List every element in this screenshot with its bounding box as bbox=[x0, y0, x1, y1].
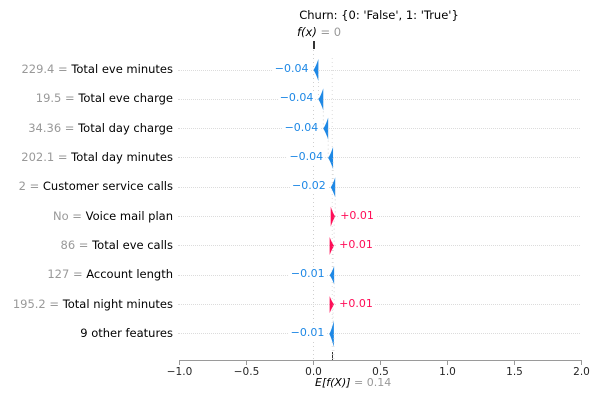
feature-name: Total day charge bbox=[78, 120, 173, 135]
expected-value-label: E[f(X)] bbox=[315, 376, 351, 389]
shap-arrow-negative bbox=[329, 266, 335, 285]
feature-label: 127 = Account length bbox=[0, 267, 173, 281]
shap-arrow-negative bbox=[329, 320, 334, 347]
feature-value: No = bbox=[53, 208, 86, 223]
row-gridline bbox=[178, 128, 580, 130]
shap-value-label: −0.02 bbox=[290, 179, 328, 193]
feature-label: 2 = Customer service calls bbox=[0, 179, 173, 193]
feature-name: Total day minutes bbox=[71, 149, 173, 164]
expected-value-annotation: E[f(X)] = 0.14 bbox=[315, 376, 391, 389]
fx-label: f(x) bbox=[297, 25, 317, 39]
feature-label: 34.36 = Total day charge bbox=[0, 121, 173, 135]
feature-value: 229.4 = bbox=[21, 62, 72, 76]
x-axis-tick bbox=[513, 361, 516, 365]
feature-value: 86 = bbox=[60, 237, 93, 252]
shap-arrow-positive bbox=[330, 206, 336, 227]
shap-value-label: −0.04 bbox=[282, 120, 321, 134]
feature-label: No = Voice mail plan bbox=[0, 209, 173, 223]
row-gridline bbox=[178, 216, 580, 218]
row-gridline bbox=[178, 304, 580, 306]
x-axis-tick bbox=[446, 361, 449, 365]
row-gridline bbox=[178, 69, 580, 71]
shap-value-label: −0.04 bbox=[277, 91, 316, 105]
shap-arrow-negative bbox=[323, 117, 329, 140]
shap-value-label: +0.01 bbox=[338, 208, 376, 222]
row-gridline bbox=[178, 245, 580, 247]
feature-label: 9 other features bbox=[0, 326, 173, 340]
shap-value-label: +0.01 bbox=[337, 237, 375, 251]
x-axis-tick-label: 1.5 bbox=[506, 366, 523, 378]
shap-arrow-negative bbox=[313, 59, 319, 81]
feature-label: 195.2 = Total night minutes bbox=[0, 297, 173, 311]
feature-name: Total eve charge bbox=[78, 91, 173, 106]
shap-arrow-negative bbox=[328, 146, 334, 169]
feature-name: Total eve calls bbox=[92, 237, 173, 252]
shap-value-label: −0.04 bbox=[287, 149, 326, 163]
feature-value: 195.2 = bbox=[12, 296, 63, 311]
shap-arrow-positive bbox=[329, 236, 335, 255]
feature-value: 34.36 = bbox=[28, 120, 79, 135]
x-axis-tick bbox=[312, 361, 315, 365]
x-axis-tick bbox=[379, 361, 382, 365]
row-gridline bbox=[178, 157, 580, 159]
shap-value-label: −0.04 bbox=[272, 62, 311, 75]
expected-value-tick-mark bbox=[331, 352, 334, 360]
chart-title: Churn: {0: 'False', 1: 'True'} bbox=[299, 8, 459, 22]
x-axis-tick bbox=[245, 361, 248, 365]
feature-label: 86 = Total eve calls bbox=[0, 238, 173, 252]
shap-arrow-negative bbox=[330, 177, 336, 198]
feature-label: 229.4 = Total eve minutes bbox=[0, 62, 173, 76]
feature-value: 127 = bbox=[47, 267, 87, 282]
feature-label: 202.1 = Total day minutes bbox=[0, 150, 173, 164]
shap-value-label: +0.01 bbox=[337, 296, 375, 310]
feature-name: Total night minutes bbox=[62, 296, 173, 311]
feature-name: Customer service calls bbox=[42, 179, 173, 194]
x-axis-tick-label: 2.0 bbox=[573, 366, 590, 378]
fx-value: = 0 bbox=[320, 25, 342, 39]
feature-value: 202.1 = bbox=[21, 149, 72, 164]
x-axis-tick-label: −0.5 bbox=[233, 366, 260, 378]
x-axis-tick bbox=[580, 361, 583, 365]
fx-tick-mark bbox=[313, 41, 315, 49]
shap-arrow-negative bbox=[318, 88, 324, 111]
x-axis-line bbox=[179, 360, 582, 362]
x-axis-tick bbox=[178, 361, 181, 365]
x-axis-tick-label: 0.5 bbox=[372, 366, 389, 378]
x-axis-tick-label: 0.0 bbox=[305, 366, 322, 378]
feature-name: Voice mail plan bbox=[85, 208, 173, 223]
shap-arrow-positive bbox=[329, 296, 335, 314]
feature-name: Account length bbox=[86, 267, 173, 282]
feature-value: 19.5 = bbox=[35, 91, 79, 106]
x-axis-tick-label: 1.0 bbox=[439, 366, 456, 378]
feature-value: 2 = bbox=[18, 179, 43, 194]
row-gridline bbox=[178, 98, 580, 100]
expected-value-text: = 0.14 bbox=[354, 376, 392, 389]
fx-annotation: f(x) = 0 bbox=[297, 25, 341, 39]
row-gridline bbox=[178, 274, 580, 276]
feature-name: Total eve minutes bbox=[71, 62, 173, 76]
x-axis-tick-label: −1.0 bbox=[166, 366, 193, 378]
feature-name: 9 other features bbox=[80, 325, 173, 340]
shap-value-label: −0.01 bbox=[288, 325, 327, 339]
feature-label: 19.5 = Total eve charge bbox=[0, 91, 173, 105]
row-gridline bbox=[178, 186, 580, 188]
shap-value-label: −0.01 bbox=[288, 267, 327, 281]
row-gridline bbox=[178, 333, 580, 335]
